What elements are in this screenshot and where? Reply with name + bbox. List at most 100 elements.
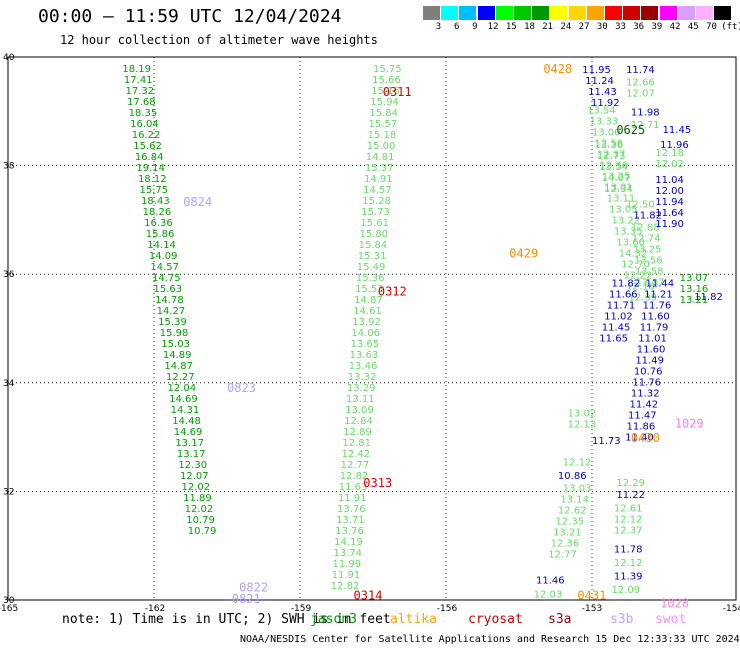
- scale-label: (ft): [721, 22, 740, 32]
- data-point-label: 15.53: [355, 284, 384, 295]
- data-point-label: 11.60: [637, 344, 666, 355]
- pass-label: 0823: [227, 381, 256, 395]
- pass-label: 0428: [543, 62, 572, 76]
- data-point-label: 11.46: [536, 575, 565, 586]
- data-point-label: 15.61: [360, 218, 389, 229]
- data-point-label: 12.07: [626, 88, 655, 99]
- data-point-label: 18.19: [122, 64, 151, 75]
- pass-label: 0822: [239, 580, 268, 594]
- data-point-label: 19.14: [136, 163, 165, 174]
- scale-label: 6: [453, 22, 460, 32]
- data-point-label: 14.75: [152, 273, 181, 284]
- data-point-label: 13.63: [350, 350, 379, 361]
- data-point-label: 13.21: [553, 528, 582, 539]
- data-point-label: 14.19: [334, 537, 363, 548]
- data-point-label: 13.54: [599, 162, 628, 173]
- data-point-label: 12.88: [631, 222, 660, 233]
- y-tick-label: 38: [3, 162, 15, 172]
- pass-label: 1029: [675, 416, 704, 430]
- data-point-label: 14.27: [157, 306, 186, 317]
- data-point-label: 11.91: [338, 493, 367, 504]
- grid-lines: [8, 57, 736, 600]
- data-point-label: 11.32: [631, 388, 660, 399]
- scale-swatch: [514, 6, 531, 20]
- data-point-label: 15.18: [368, 130, 397, 141]
- data-point-label: 14.81: [366, 152, 395, 163]
- x-tick-label: -154: [723, 604, 740, 614]
- data-point-label: 18.43: [141, 196, 170, 207]
- scale-label: 42: [669, 22, 681, 32]
- scale-swatch: [550, 6, 568, 20]
- data-point-label: 12.82: [331, 581, 360, 592]
- data-point-label: 14.06: [351, 328, 380, 339]
- data-point-label: 14.69: [174, 427, 203, 438]
- data-point-label: 11.74: [626, 65, 655, 76]
- data-point-label: 14.91: [364, 174, 393, 185]
- y-tick-label: 34: [3, 379, 15, 389]
- data-point-label: 11.78: [614, 544, 643, 555]
- data-point-label: 11.99: [332, 559, 361, 570]
- data-point-label: 16.84: [135, 152, 164, 163]
- data-point-label: 11.66: [609, 289, 638, 300]
- data-point-label: 12.73: [597, 151, 626, 162]
- data-point-label: 18.35: [129, 108, 158, 119]
- scale-swatch: [568, 6, 586, 20]
- data-point-label: 11.73: [592, 436, 621, 447]
- data-point-label: 13.33: [590, 117, 619, 128]
- scale-label: 9: [472, 22, 478, 32]
- data-point-label: 15.94: [370, 97, 399, 108]
- data-point-label: 15.98: [160, 328, 189, 339]
- data-point-label: 11.45: [663, 125, 692, 136]
- data-point-label: 14.87: [354, 295, 383, 306]
- data-point-label: 13.00: [592, 128, 621, 139]
- data-point-label: 12.02: [185, 504, 214, 515]
- data-point-label: 14.31: [171, 405, 200, 416]
- data-point-label: 16.04: [130, 119, 159, 130]
- data-point-label: 12.03: [534, 589, 563, 600]
- data-point-label: 11.82: [633, 210, 662, 221]
- data-point-label: 15.84: [369, 108, 398, 119]
- scale-label: 21: [542, 22, 554, 32]
- data-point-label: 12.81: [342, 438, 371, 449]
- data-point-label: 11.76: [643, 300, 672, 311]
- data-point-label: 12.18: [626, 282, 655, 293]
- data-point-label: 11.95: [582, 65, 611, 76]
- scale-swatch: [459, 6, 477, 20]
- scale-swatch: [641, 6, 659, 20]
- data-point-label: 14.69: [169, 394, 198, 405]
- pass-label: 0429: [509, 246, 538, 260]
- data-point-label: 13.71: [336, 515, 365, 526]
- data-point-label: 11.21: [644, 289, 673, 300]
- data-point-label: 11.22: [616, 490, 645, 501]
- legend-item: altika: [390, 612, 437, 627]
- data-point-label: 15.63: [154, 284, 183, 295]
- data-point-label: 11.82: [611, 278, 640, 289]
- data-point-label: 11.24: [585, 76, 614, 87]
- data-point-label: 15.39: [158, 317, 187, 328]
- scale-label: 18: [524, 22, 535, 32]
- data-point-label: 11.76: [632, 377, 661, 388]
- scale-label: 70: [706, 22, 717, 32]
- data-point-label: 13.56: [634, 255, 663, 266]
- data-point-label: 12.62: [558, 506, 587, 517]
- x-tick-label: -162: [145, 604, 165, 614]
- data-point-label: 13.11: [346, 394, 375, 405]
- data-point-label: 12.89: [343, 427, 372, 438]
- data-point-label: 12.39: [629, 293, 658, 304]
- data-point-label: 14.48: [172, 416, 201, 427]
- scale-swatch: [623, 6, 641, 20]
- data-point-label: 17.32: [125, 86, 154, 97]
- data-point-label: 12.50: [626, 200, 655, 211]
- data-point-label: 13.32: [348, 372, 377, 383]
- data-point-label: 11.02: [604, 311, 633, 322]
- legend-item: cryosat: [468, 612, 523, 627]
- data-point-label: 12.77: [341, 460, 370, 471]
- data-point-label: 13.25: [602, 172, 631, 183]
- data-point-label: 15.86: [146, 229, 175, 240]
- scale-label: 33: [615, 22, 626, 32]
- data-point-label: 13.05: [609, 205, 638, 216]
- wave-height-points: 18.1917.4117.3217.6818.3516.0416.2215.62…: [122, 64, 722, 601]
- scale-label: 39: [651, 22, 663, 32]
- pass-label: 0430: [631, 431, 660, 445]
